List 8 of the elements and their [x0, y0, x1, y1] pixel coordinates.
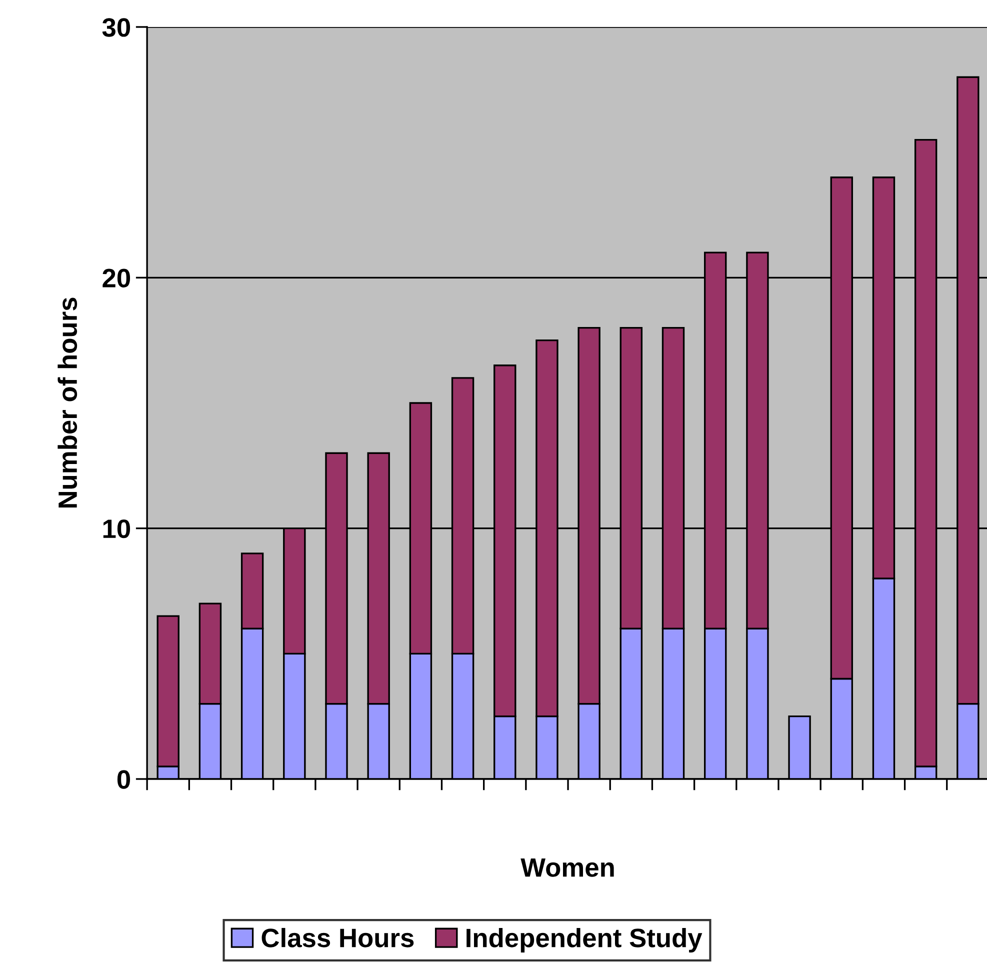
y-tick-label: 10 — [103, 519, 130, 538]
y-tick-label: 0 — [117, 770, 130, 789]
y-tick-label: 20 — [102, 268, 130, 288]
y-axis-title: Number of hours — [58, 298, 78, 508]
legend-label: Class Hours — [262, 928, 414, 948]
y-tick-label: 30 — [102, 18, 130, 37]
x-axis-title: Women — [520, 858, 614, 877]
legend-label: Independent Study — [466, 928, 702, 953]
